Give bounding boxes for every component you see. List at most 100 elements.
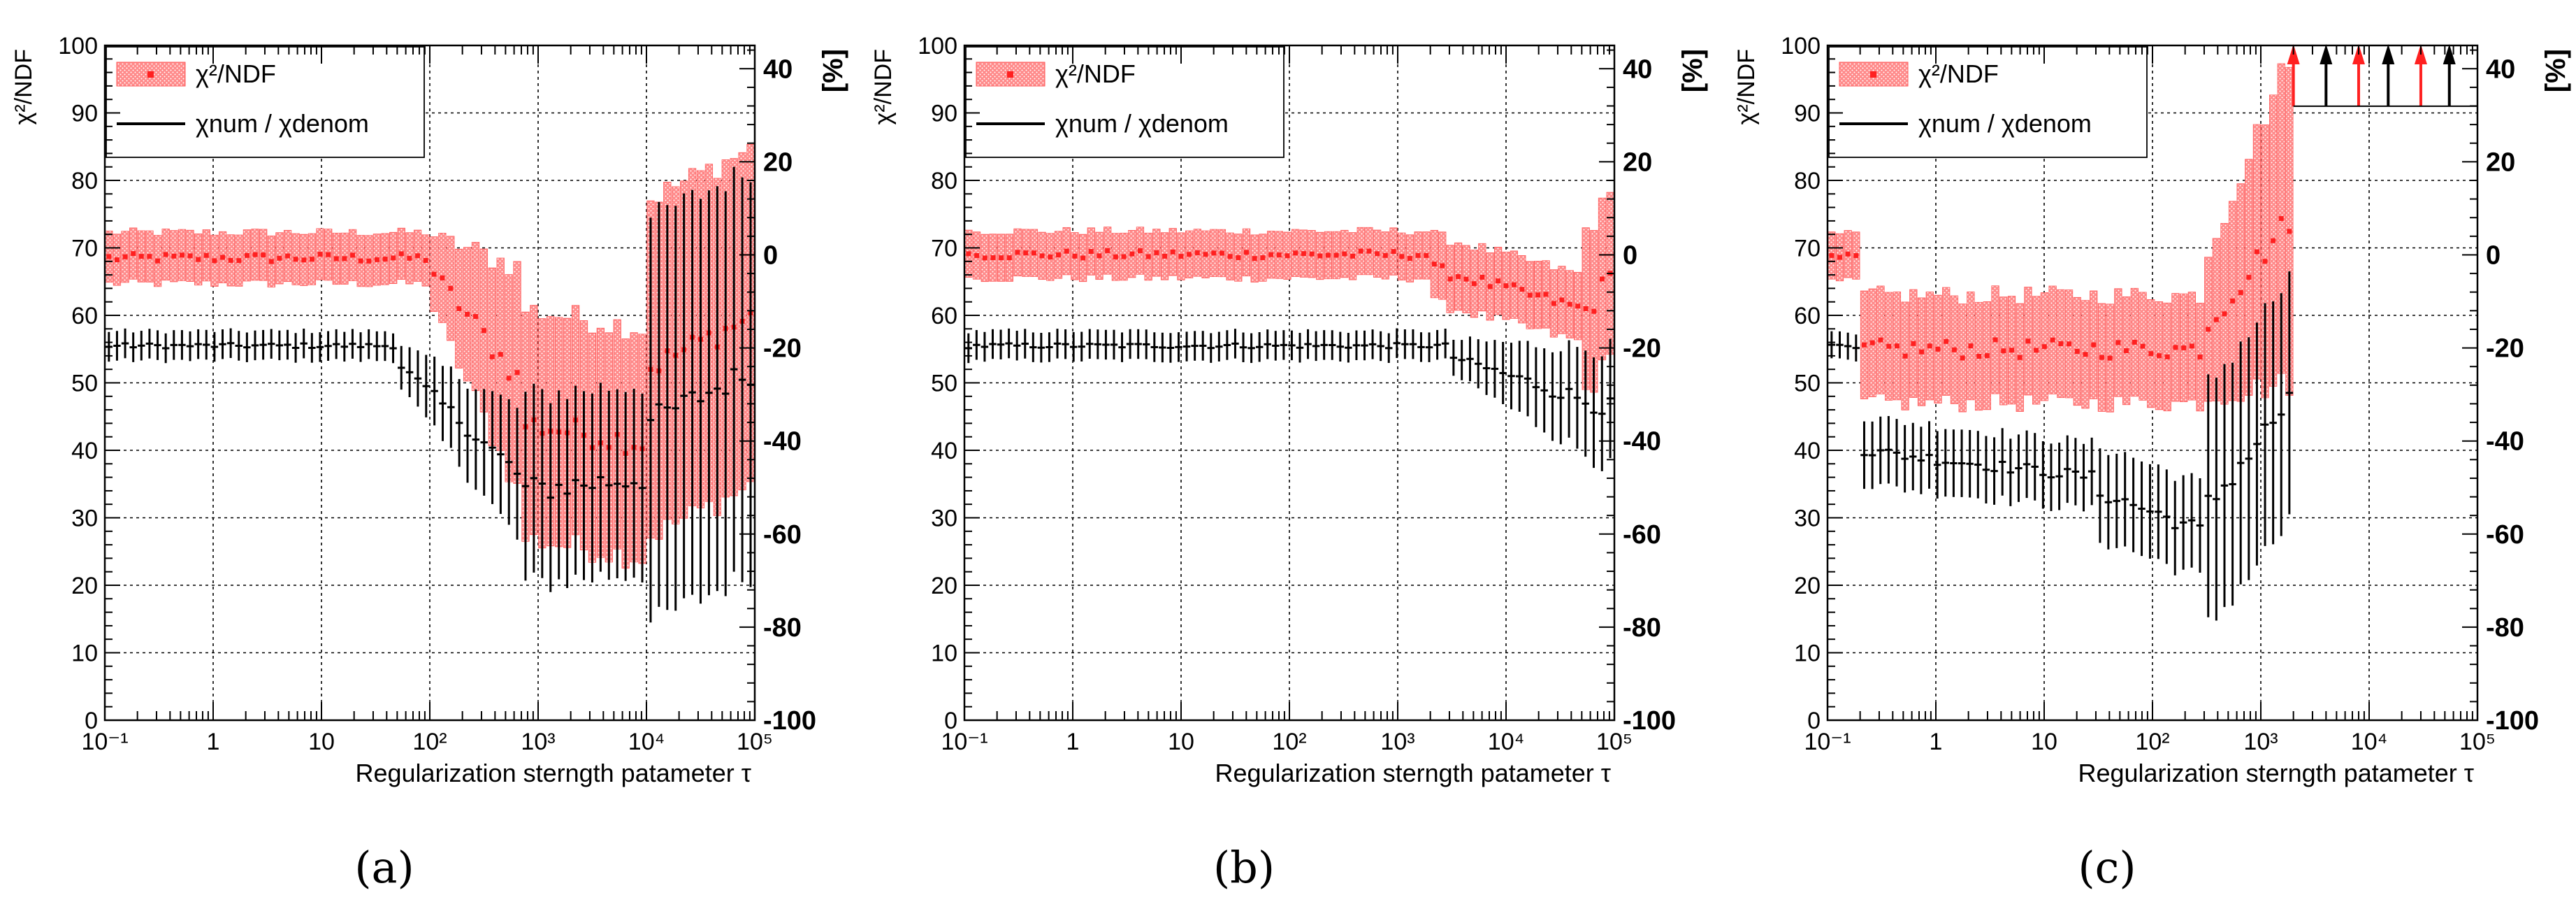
- chi2-marker: [252, 252, 258, 257]
- chi2-marker: [440, 275, 445, 280]
- chi2-marker: [1503, 283, 1509, 289]
- chi2-marker: [2206, 327, 2211, 332]
- chi2-marker: [309, 257, 314, 262]
- chi2-marker: [1845, 251, 1851, 257]
- y-axis-label: χ²/NDF: [1733, 49, 1760, 125]
- chi2-marker: [431, 271, 437, 277]
- chi2-marker: [506, 375, 512, 381]
- chi2-marker: [1211, 250, 1217, 256]
- chi2-marker: [2181, 345, 2187, 350]
- chi2-marker: [1260, 255, 1266, 261]
- chi2-marker: [1293, 250, 1298, 256]
- chi2-marker: [1203, 252, 1208, 257]
- chi2-marker: [423, 258, 428, 264]
- chi2-marker: [2287, 229, 2292, 234]
- chi2-marker: [1440, 263, 1445, 269]
- y-tick-label: 70: [1794, 236, 1821, 262]
- y-right-tick-label: -100: [1623, 706, 1676, 736]
- x-tick-label: 10³: [521, 729, 555, 755]
- chi2-marker: [155, 258, 161, 264]
- y-right-axis-label: [%]: [1677, 49, 1708, 92]
- x-tick-label: 10³: [1380, 729, 1414, 755]
- y-tick-label: 10: [931, 641, 957, 667]
- chi2-marker: [1878, 337, 1883, 343]
- chi2-marker: [2164, 354, 2170, 359]
- chi2-marker: [2083, 352, 2088, 357]
- y-tick-label: 60: [1794, 303, 1821, 329]
- chi2-marker: [1342, 251, 1347, 257]
- chi2-marker: [358, 258, 363, 264]
- x-tick-label: 10²: [412, 729, 447, 755]
- chi2-marker: [1431, 262, 1437, 267]
- chi2-marker: [2025, 338, 2031, 344]
- chi2-marker: [1424, 252, 1429, 258]
- chi2-marker: [1886, 343, 1892, 349]
- legend-marker-chi2: [1870, 71, 1876, 78]
- chi2-marker: [1600, 276, 1605, 282]
- chi2-marker: [196, 257, 201, 262]
- y-right-tick-label: -60: [763, 520, 802, 550]
- chi2-marker: [1927, 343, 1932, 349]
- chi2-marker: [966, 251, 971, 257]
- legend-marker-chi2: [147, 71, 154, 78]
- chi2-marker: [465, 311, 470, 317]
- chi2-marker: [179, 252, 184, 258]
- chi2-marker: [2197, 355, 2203, 360]
- y-tick-label: 50: [71, 371, 98, 397]
- x-axis-label: Regularization sterngth patameter τ: [2078, 759, 2474, 787]
- legend-marker-chi2: [1007, 71, 1013, 78]
- chi2-marker: [236, 258, 242, 264]
- chi2-marker: [122, 254, 128, 259]
- y-tick-label: 60: [931, 303, 957, 329]
- y-right-tick-label: 20: [2486, 148, 2515, 177]
- chi2-marker: [481, 328, 486, 334]
- chi2-marker: [1121, 254, 1127, 259]
- chi2-marker: [415, 253, 421, 259]
- chart-panel-b: χ²/NDF χnum / χdenom 10⁻¹ 1 10 10² 10³ 10⁴ 10⁵ 0 1…: [870, 33, 1708, 893]
- y-tick-label: 30: [931, 506, 957, 532]
- chi2-marker: [2213, 317, 2219, 322]
- chi2-marker: [317, 252, 323, 257]
- chi2-marker: [448, 285, 454, 291]
- chi2-marker: [1902, 353, 1908, 359]
- chi2-marker: [1048, 254, 1053, 259]
- y-tick-label: 30: [1794, 506, 1821, 532]
- chi2-marker: [163, 252, 168, 257]
- chi2-marker: [2173, 345, 2178, 350]
- y-tick-label: 70: [931, 236, 957, 262]
- legend-label-ratio: χnum / χdenom: [1918, 109, 2092, 138]
- chi2-marker: [990, 255, 996, 261]
- chi2-marker: [2091, 342, 2097, 348]
- x-tick-label: 10³: [2243, 729, 2278, 755]
- chi2-marker: [2099, 355, 2104, 360]
- x-tick-label: 10: [308, 729, 335, 755]
- y-right-tick-label: -80: [2486, 613, 2524, 643]
- chi2-marker: [261, 252, 266, 258]
- chi2-marker: [301, 257, 307, 263]
- y-tick-label: 80: [1794, 168, 1821, 194]
- y-tick-label: 40: [931, 438, 957, 464]
- chi2-marker: [1080, 255, 1086, 261]
- y-right-tick-label: 40: [2486, 55, 2515, 84]
- series-chi2-ndf: [1828, 63, 2294, 413]
- y-tick-label: 50: [931, 371, 957, 397]
- series-chi-ratio: [1828, 271, 2294, 621]
- chi2-marker: [498, 352, 503, 357]
- y-tick-label: 90: [931, 101, 957, 127]
- chi2-marker: [1391, 249, 1396, 255]
- chi2-marker: [1399, 254, 1405, 259]
- chi2-marker: [1031, 250, 1036, 256]
- x-tick-label: 10⁻¹: [941, 729, 987, 755]
- chi2-marker: [171, 253, 177, 259]
- chi2-marker: [1551, 301, 1556, 306]
- chi2-marker: [1919, 349, 1925, 355]
- chi2-marker: [1511, 282, 1517, 287]
- legend-label-chi2: χ²/NDF: [1918, 59, 1999, 88]
- chi2-marker: [1869, 340, 1875, 345]
- chi2-marker: [1056, 252, 1062, 257]
- chi2-marker: [2156, 353, 2162, 359]
- y-tick-label: 90: [1794, 101, 1821, 127]
- x-tick-label: 10²: [1272, 729, 1306, 755]
- chi2-marker: [1244, 250, 1250, 255]
- chi2-marker: [1285, 253, 1290, 259]
